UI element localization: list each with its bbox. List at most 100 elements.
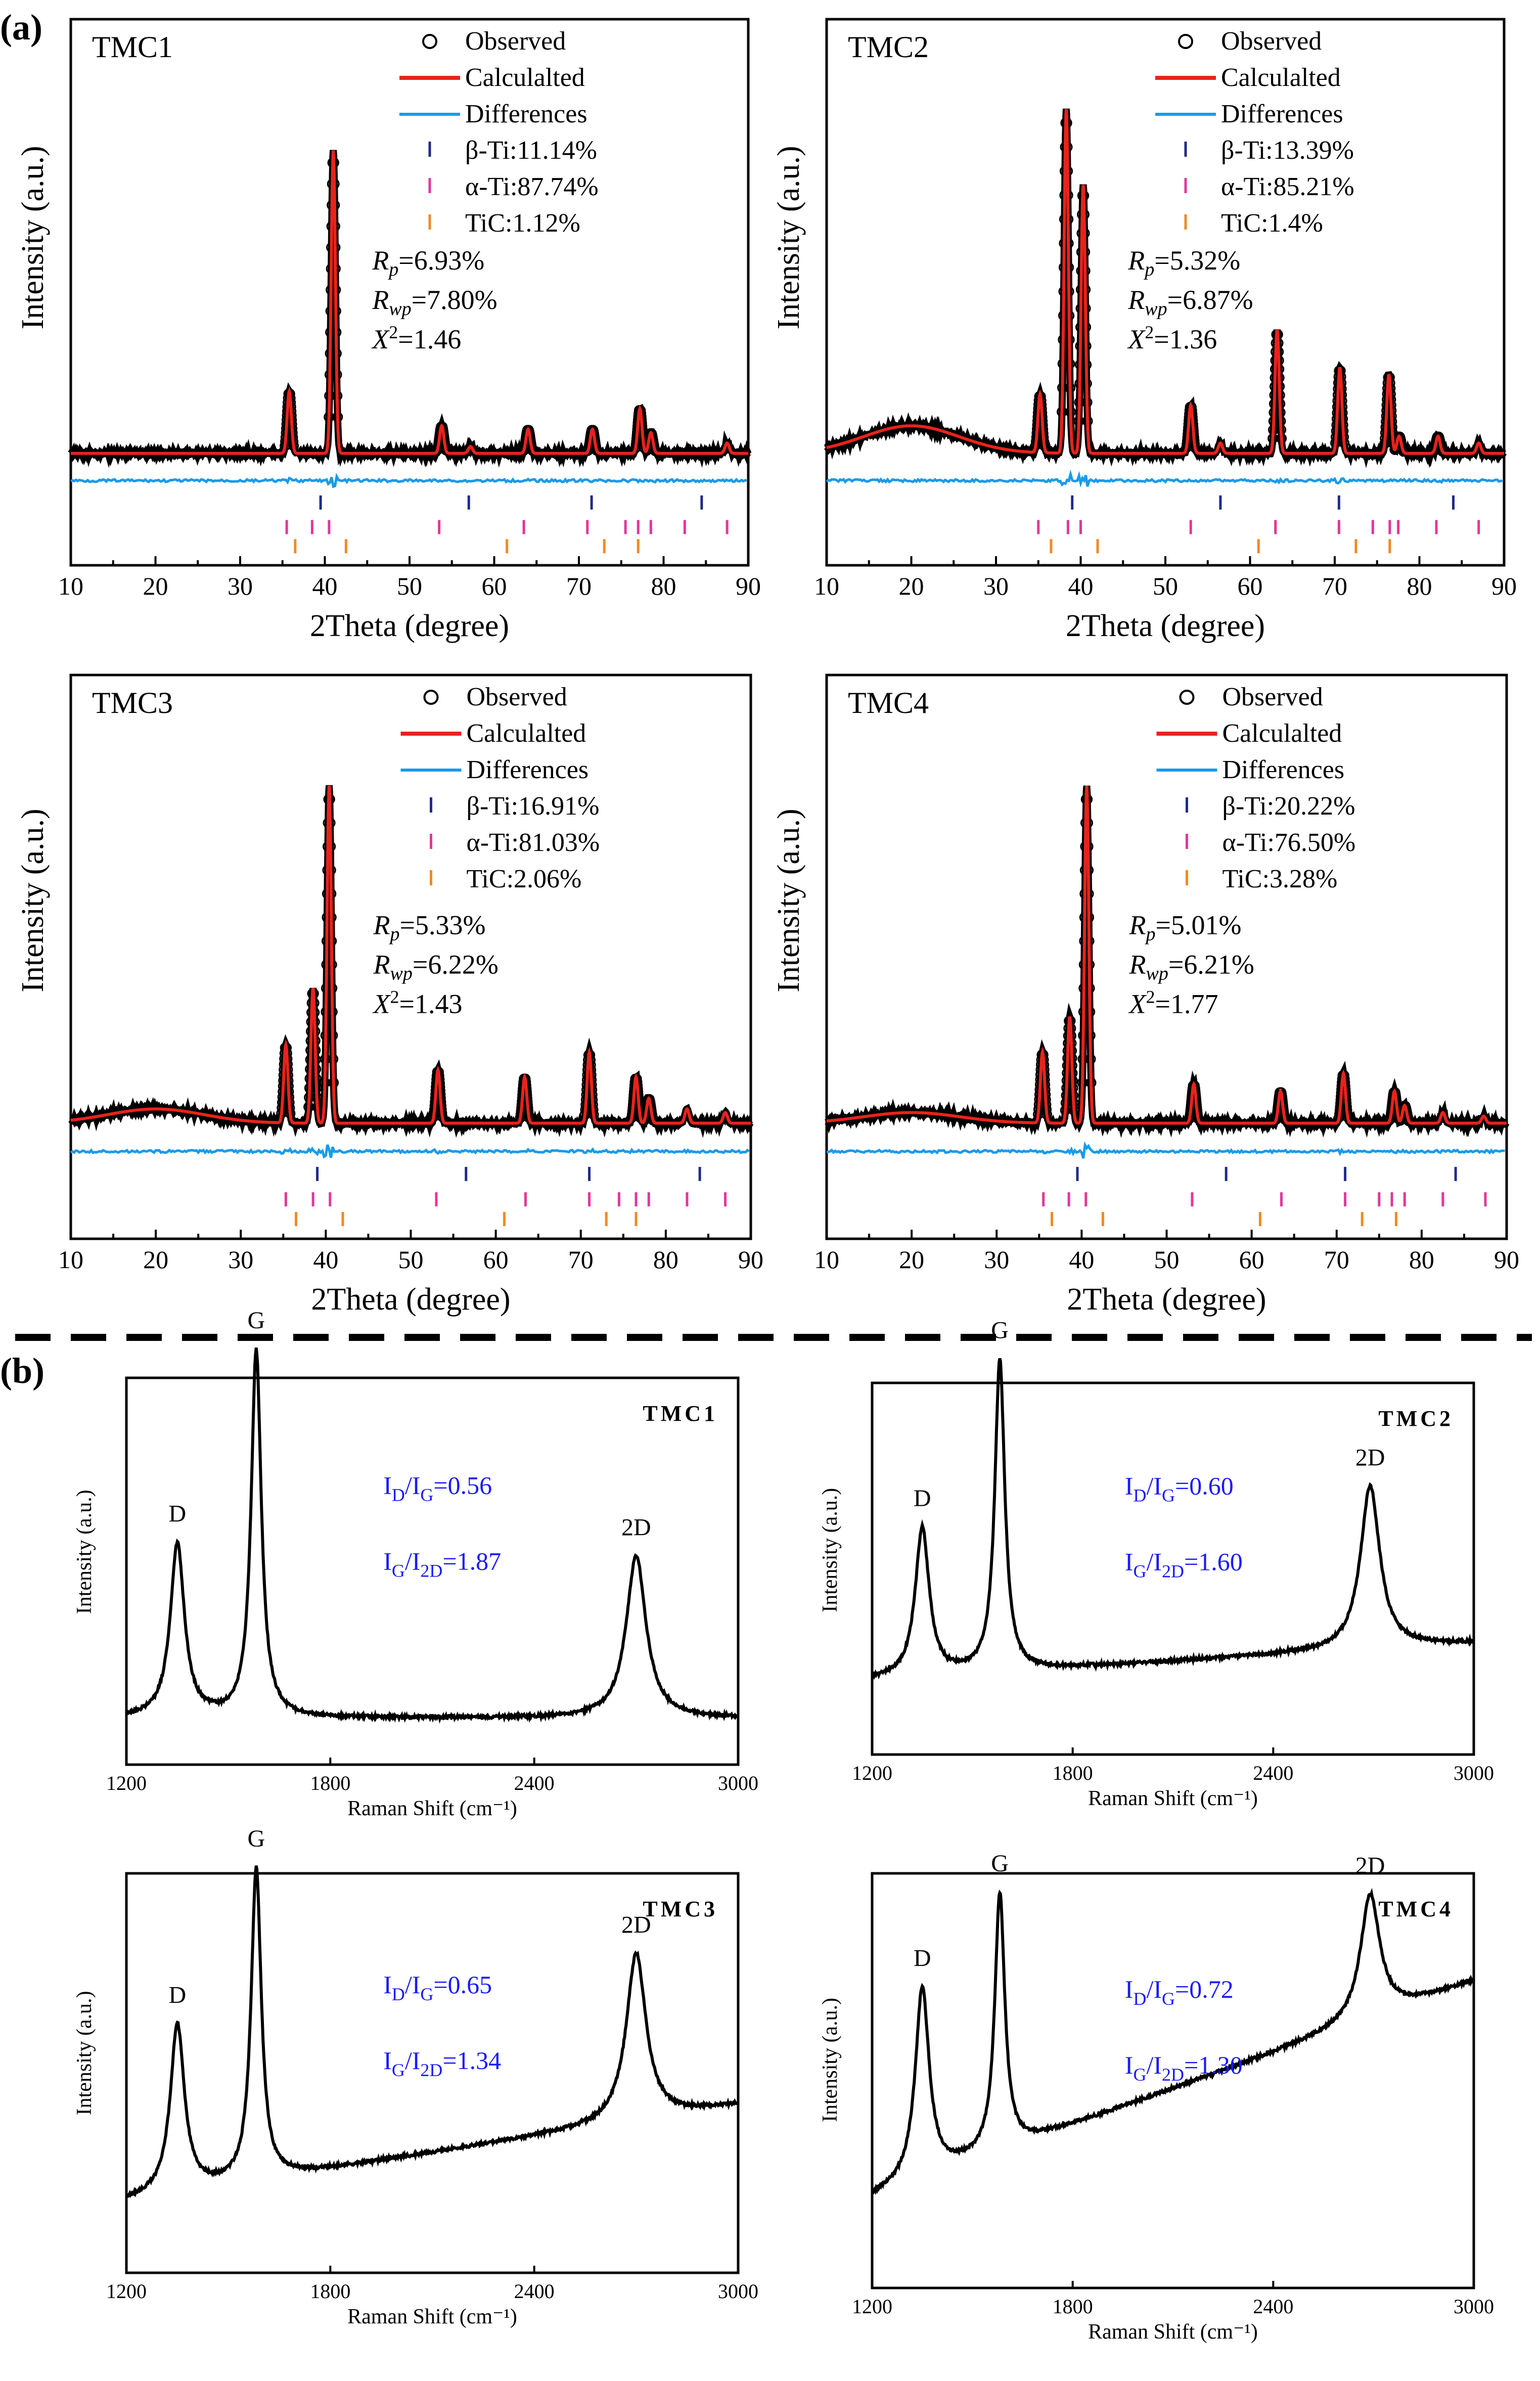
ratio-id-ig-sub1: D <box>392 1485 405 1505</box>
x-tick-label: 70 <box>566 572 592 600</box>
plot-frame <box>125 1872 740 2274</box>
x-tick-label: 20 <box>899 572 924 600</box>
stat-chi2-symbol: X <box>371 324 390 354</box>
ratio-ig-i2d: IG/I2D=1.34 <box>383 2046 501 2080</box>
ratio-id-ig: ID/IG=0.65 <box>383 1970 492 2004</box>
stat-rp-symbol: R <box>373 910 390 940</box>
stat-rwp: Rwp=6.21% <box>1129 950 1254 984</box>
raman-panel-1: 1200 1800 2400 3000 Raman Shift (cm⁻¹) Intens… <box>73 1307 758 1820</box>
x-tick-label: 80 <box>653 1245 678 1274</box>
stat-rwp-sub: wp <box>1146 963 1168 984</box>
panel-title: TMC1 <box>92 30 173 64</box>
x-tick-label: 2400 <box>514 1772 555 1794</box>
x-tick-label: 10 <box>58 1245 83 1274</box>
ratio-ig-i2d-sep: /I <box>405 1547 421 1576</box>
ratio-ig-i2d-sub2: 2D <box>1162 1561 1184 1582</box>
ratio-id-ig-value: =0.60 <box>1175 1472 1234 1500</box>
differences-series <box>826 1141 1505 1159</box>
calculated-series <box>826 785 1507 1125</box>
differences-series <box>70 1144 750 1159</box>
legend-phase-label: β-Ti:20.22% <box>1222 792 1355 821</box>
x-tick-label: 1200 <box>852 1762 892 1784</box>
ratio-ig-i2d-sub1: G <box>392 2060 405 2080</box>
ratio-id-ig-sub1: D <box>1133 1989 1146 2009</box>
ratio-id-ig-sub1: D <box>392 1984 405 2004</box>
legend-phase-label: β-Ti:16.91% <box>467 792 600 821</box>
stat-rp: Rp=6.93% <box>372 245 484 280</box>
ratio-id-ig-sep: /I <box>405 1970 421 1999</box>
stat-chi2: X2=1.77 <box>1128 987 1218 1019</box>
x-tick-label: 2400 <box>1253 2295 1293 2318</box>
ratio-id-ig-i1: I <box>1125 1472 1134 1500</box>
xrd-panel-3: 10 20 30 40 50 60 70 80 90 2Theta (degree) Intensi… <box>16 673 763 1317</box>
legend-observed-marker <box>1179 690 1195 705</box>
ratio-id-ig-i1: I <box>383 1471 392 1500</box>
stat-rp-sub: p <box>389 924 400 945</box>
panel-title: TMC2 <box>848 30 929 64</box>
plot-frame <box>871 1872 1475 2289</box>
calculated-series <box>71 150 748 455</box>
x-tick-label: 30 <box>983 572 1009 600</box>
legend-calculated-label: Calculalted <box>1221 63 1341 92</box>
stat-rp-symbol: R <box>372 245 389 276</box>
ratio-id-ig-sep: /I <box>1146 1975 1162 2003</box>
x-tick-label: 3000 <box>718 1772 758 1794</box>
legend-calculated-label: Calculalted <box>467 719 586 748</box>
ratio-ig-i2d-value: =1.30 <box>1184 2051 1243 2079</box>
legend-observed-marker <box>1178 34 1193 49</box>
legend-phase-label: α-Ti:76.50% <box>1222 828 1356 857</box>
x-tick-label: 2400 <box>514 2280 555 2303</box>
legend-differences-label: Differences <box>467 755 589 784</box>
peak-label-2d: 2D <box>621 1912 651 1939</box>
stat-rwp-sub: wp <box>1145 298 1167 320</box>
x-tick-label: 80 <box>1409 1245 1434 1274</box>
x-tick-label: 2400 <box>1253 1762 1293 1784</box>
raman-spectrum <box>871 1358 1475 1680</box>
legend-observed-label: Observed <box>465 27 566 56</box>
stat-rp: Rp=5.33% <box>373 910 486 945</box>
stat-rp-symbol: R <box>1127 245 1145 276</box>
xrd-panel-1: 10 20 30 40 50 60 70 80 90 2Theta (degree) Intensi… <box>16 18 761 643</box>
ratio-id-ig-sub1: D <box>1133 1486 1146 1506</box>
x-tick-label: 30 <box>228 572 253 600</box>
stat-rwp-sub: wp <box>390 963 413 984</box>
ratio-ig-i2d-i1: I <box>383 1547 392 1576</box>
ratio-id-ig-value: =0.72 <box>1175 1975 1234 2003</box>
peak-label-2d: 2D <box>1355 1852 1385 1879</box>
peak-label-2d: 2D <box>1355 1444 1385 1471</box>
legend-phase-label: TiC:3.28% <box>1222 865 1338 893</box>
x-tick-label: 80 <box>1407 572 1432 600</box>
x-tick-label: 10 <box>58 572 83 600</box>
x-axis-title: Raman Shift (cm⁻¹) <box>347 2305 517 2328</box>
y-axis-title: Intensity (a.u.) <box>772 146 806 329</box>
legend-phase-label: TiC:1.4% <box>1221 209 1323 238</box>
differences-series <box>826 469 1503 488</box>
legend-calculated-label: Calculalted <box>465 63 585 92</box>
stat-chi2-sup: 2 <box>390 987 399 1007</box>
panel-title: TMC4 <box>848 686 929 720</box>
stat-rwp-value: =6.87% <box>1167 285 1253 315</box>
section-b-label: (b) <box>0 1351 44 1391</box>
x-tick-label: 1800 <box>310 2280 350 2303</box>
legend-observed-label: Observed <box>1221 27 1322 56</box>
ratio-ig-i2d-value: =1.60 <box>1184 1548 1243 1576</box>
legend-observed-marker <box>423 690 439 705</box>
x-tick-label: 1200 <box>106 1772 147 1794</box>
y-axis-title: Intensity (a.u.) <box>73 1490 96 1614</box>
observed-series <box>824 108 1507 468</box>
calculated-series <box>70 785 751 1125</box>
xrd-panel-2: 10 20 30 40 50 60 70 80 90 2Theta (degree) Intensi… <box>772 18 1517 643</box>
x-axis-title: Raman Shift (cm⁻¹) <box>1088 1787 1258 1810</box>
x-tick-label: 1200 <box>106 2280 147 2303</box>
x-tick-label: 3000 <box>718 2280 758 2303</box>
stat-chi2-value: =1.43 <box>399 989 463 1019</box>
legend-observed-label: Observed <box>467 683 567 711</box>
stat-rp-sub: p <box>1143 259 1154 280</box>
legend-observed-marker <box>422 34 437 49</box>
x-tick-label: 60 <box>482 572 507 600</box>
ratio-id-ig-sub2: G <box>420 1984 433 2004</box>
x-tick-label: 40 <box>312 572 338 600</box>
ratio-ig-i2d-i1: I <box>1125 2051 1134 2079</box>
ratio-ig-i2d-sub1: G <box>1133 2064 1146 2085</box>
